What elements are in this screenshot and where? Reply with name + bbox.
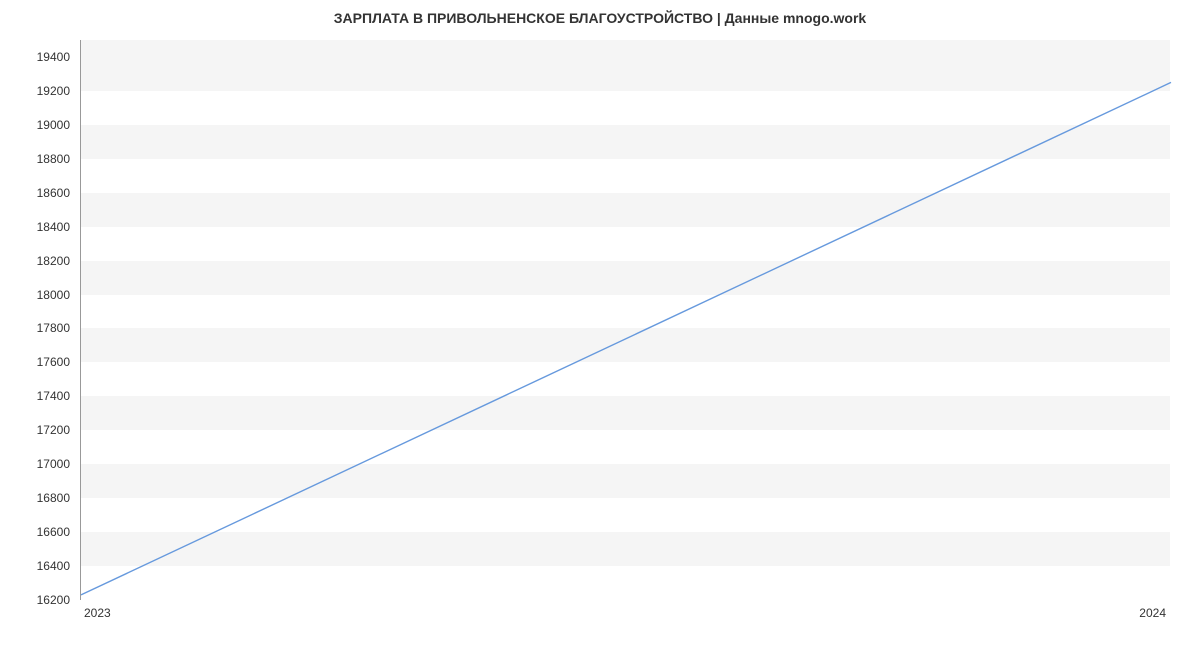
y-tick-label: 18800 <box>0 152 70 166</box>
series-line <box>81 82 1171 594</box>
plot-area <box>80 40 1170 600</box>
y-tick-label: 16600 <box>0 525 70 539</box>
y-tick-label: 19200 <box>0 84 70 98</box>
y-tick-label: 16200 <box>0 593 70 607</box>
y-tick-label: 17000 <box>0 457 70 471</box>
y-tick-label: 18600 <box>0 186 70 200</box>
y-tick-label: 18200 <box>0 254 70 268</box>
y-tick-label: 17200 <box>0 423 70 437</box>
salary-line-chart: ЗАРПЛАТА В ПРИВОЛЬНЕНСКОЕ БЛАГОУСТРОЙСТВ… <box>0 0 1200 650</box>
y-tick-label: 16800 <box>0 491 70 505</box>
y-tick-label: 17400 <box>0 389 70 403</box>
x-tick-label: 2023 <box>84 606 111 620</box>
line-series <box>81 40 1171 600</box>
chart-title: ЗАРПЛАТА В ПРИВОЛЬНЕНСКОЕ БЛАГОУСТРОЙСТВ… <box>0 10 1200 26</box>
y-tick-label: 17800 <box>0 321 70 335</box>
y-tick-label: 19000 <box>0 118 70 132</box>
y-tick-label: 16400 <box>0 559 70 573</box>
x-tick-label: 2024 <box>1139 606 1166 620</box>
y-tick-label: 17600 <box>0 355 70 369</box>
y-tick-label: 19400 <box>0 50 70 64</box>
y-tick-label: 18400 <box>0 220 70 234</box>
y-tick-label: 18000 <box>0 288 70 302</box>
